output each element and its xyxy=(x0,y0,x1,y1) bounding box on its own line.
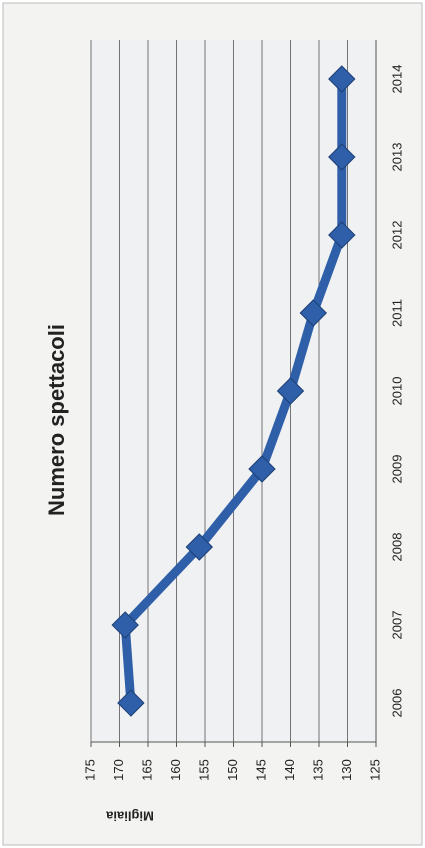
y-tick-label: 140 xyxy=(282,759,297,781)
plot-area xyxy=(90,40,376,742)
x-tick-label: 2010 xyxy=(389,377,404,406)
data-point xyxy=(111,611,139,639)
y-tick-label: 175 xyxy=(82,759,97,781)
y-tick-label: 145 xyxy=(253,759,268,781)
y-tick-label: 135 xyxy=(310,759,325,781)
data-point xyxy=(328,221,356,249)
data-point xyxy=(328,65,356,93)
data-point xyxy=(248,455,276,483)
data-point xyxy=(299,299,328,327)
x-tick-label: 2014 xyxy=(389,65,404,94)
data-point xyxy=(185,533,214,561)
x-tick-label: 2012 xyxy=(389,221,404,250)
data-point xyxy=(117,689,145,717)
data-point xyxy=(276,377,305,405)
y-tick-label: 170 xyxy=(111,759,126,781)
data-point xyxy=(328,143,356,171)
x-tick-label: 2007 xyxy=(389,611,404,640)
y-axis-title: Migliaia xyxy=(105,809,153,824)
y-tick-label: 125 xyxy=(367,759,382,781)
chart-title: Numero spettacoli xyxy=(44,324,69,516)
y-tick-label: 130 xyxy=(339,759,354,781)
y-tick-label: 165 xyxy=(139,759,154,781)
x-tick-label: 2013 xyxy=(389,143,404,172)
y-tick-label: 160 xyxy=(168,759,183,781)
y-tick-label: 150 xyxy=(225,759,240,781)
x-tick-label: 2011 xyxy=(389,299,404,327)
x-tick-label: 2006 xyxy=(389,689,404,718)
x-tick-label: 2008 xyxy=(389,533,404,562)
x-tick-label: 2009 xyxy=(389,455,404,484)
y-tick-label: 155 xyxy=(196,759,211,781)
